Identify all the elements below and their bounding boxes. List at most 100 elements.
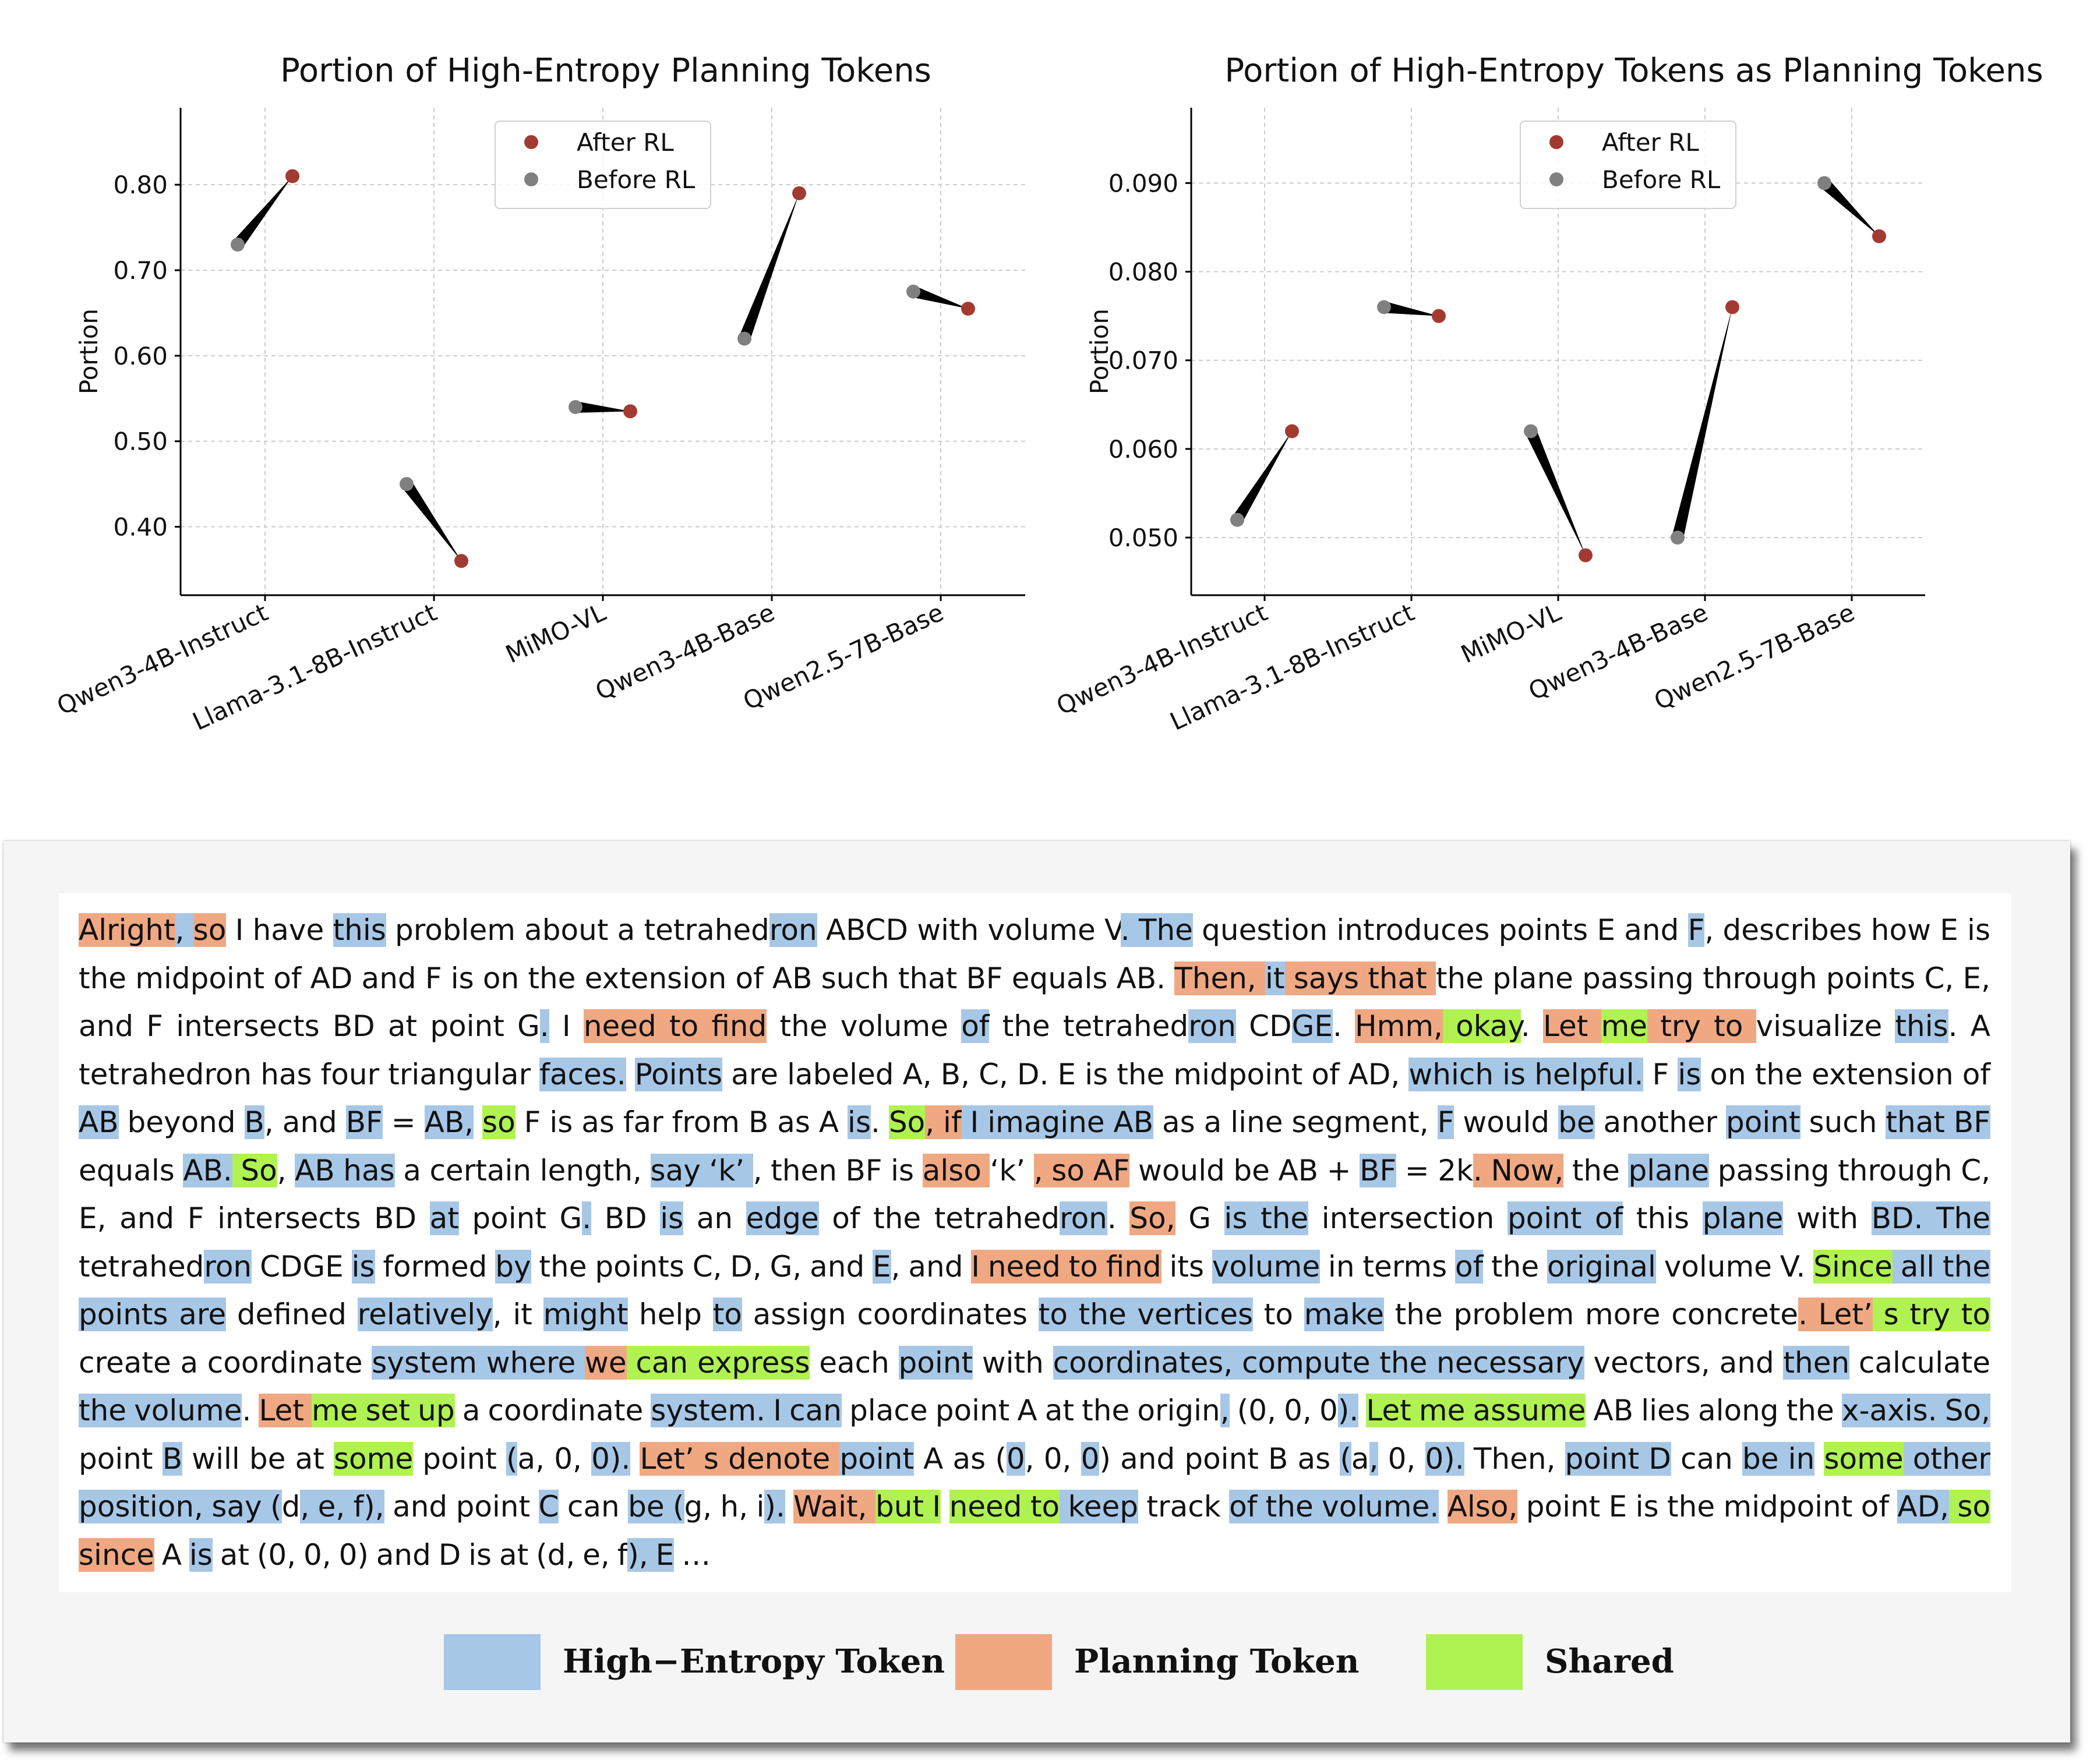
before-rl-point [737, 331, 751, 346]
token-high-entropy: be ( [628, 1490, 684, 1523]
token-high-entropy: of [961, 1009, 990, 1043]
token-plain: would be AB + [1129, 1153, 1360, 1187]
chart-2: 0.050 0.060 0.070 0.080 0.090 Portion Portion … [1052, 52, 2043, 736]
token-plain: ABCD with volume V [817, 913, 1121, 947]
token-plain: and point [384, 1490, 539, 1523]
token-planning: , if [925, 1105, 962, 1139]
chart-title: Portion of High-Entropy Tokens as Planni… [1224, 52, 2043, 90]
token-plain: place point A at the origin [841, 1394, 1220, 1427]
token-high-entropy: by [495, 1249, 531, 1284]
token-plain: a, 0, [517, 1441, 592, 1476]
token-high-entropy: system where [372, 1345, 585, 1380]
token-plain: … [674, 1537, 711, 1572]
token-high-entropy: which is helpful. [1408, 1057, 1644, 1091]
token-high-entropy: point of [1507, 1201, 1623, 1235]
legend-box [1520, 121, 1736, 209]
token-high-entropy: is [848, 1105, 871, 1139]
y-tick-label: 0.70 [113, 256, 168, 285]
token-planning: Then, [1174, 961, 1266, 995]
token-high-entropy: be [1558, 1105, 1595, 1139]
token-high-entropy: say ‘k’ [650, 1153, 753, 1187]
token-high-entropy: might [543, 1298, 629, 1331]
token-plain: = [382, 1105, 425, 1139]
after-rl-point [1872, 229, 1886, 243]
token-shared: okay [1442, 1009, 1521, 1043]
token-high-entropy: , [1369, 1441, 1379, 1476]
token-plain: passing through C, E, and F intersects B… [79, 1153, 1991, 1236]
token-high-entropy: ( [506, 1441, 518, 1476]
connector-wedge [1672, 307, 1732, 539]
token-plain: at (0, 0, 0) and D is at (d, e, f [212, 1537, 628, 1572]
token-shared: So [232, 1153, 277, 1187]
token-plain: point E is the midpoint of [1517, 1490, 1898, 1523]
legend-box [495, 121, 711, 209]
token-plain: CDGE [252, 1249, 352, 1284]
token-plain: , and [264, 1105, 346, 1139]
token-high-entropy: plane [1628, 1153, 1710, 1187]
before-rl-point [1230, 512, 1244, 527]
token-plain: , and [891, 1249, 972, 1284]
after-rl-point [285, 169, 299, 183]
connector-wedge [739, 193, 799, 341]
token-high-entropy: ron [204, 1249, 252, 1284]
token-planning: since [79, 1537, 154, 1572]
token-high-entropy: ( [1340, 1441, 1351, 1476]
token-planning: so [193, 913, 227, 947]
token-plain: a certain length, [394, 1153, 651, 1187]
token-high-entropy: AB, [424, 1105, 474, 1139]
legend-before-rl-label: Before RL [577, 165, 696, 194]
token-planning: Wait, [793, 1490, 875, 1523]
token-high-entropy: edge [746, 1201, 819, 1235]
connector-wedge [1525, 429, 1586, 556]
token-plain: , then BF is [753, 1153, 923, 1187]
token-plain: can [559, 1490, 629, 1523]
token-high-entropy: of [1455, 1249, 1484, 1284]
after-rl-point [1432, 309, 1446, 323]
token-high-entropy: it [1265, 961, 1285, 995]
y-axis-label: Portion [75, 309, 103, 394]
token-high-entropy: is [351, 1249, 375, 1284]
token-plain: a [1351, 1441, 1369, 1476]
before-rl-point [1671, 531, 1685, 545]
token-high-entropy: B [162, 1441, 182, 1476]
token-high-entropy: ron [1188, 1009, 1236, 1043]
token-high-entropy: , e, f), [300, 1490, 384, 1523]
token-shared: me set up [311, 1394, 455, 1427]
example-passage: Alright, so I have this problem about a … [79, 906, 1991, 1579]
token-plain: this [1623, 1201, 1703, 1235]
token-plain: equals [79, 1153, 183, 1187]
token-plain: I [549, 1009, 584, 1043]
token-high-entropy: be in [1742, 1441, 1815, 1476]
token-high-entropy: GE [1291, 1009, 1333, 1043]
token-high-entropy: volume [1212, 1249, 1321, 1284]
token-plain [474, 1105, 482, 1139]
token-plain: beyond [118, 1105, 245, 1139]
y-tick-label: 0.090 [1108, 169, 1178, 197]
token-plain: . [1107, 1201, 1130, 1235]
token-plain: AB lies along the [1586, 1394, 1842, 1427]
token-plain: BD [591, 1201, 661, 1235]
token-high-entropy: AD, [1897, 1490, 1949, 1523]
token-planning: need to find [583, 1009, 767, 1043]
token-plain: on the extension of [1701, 1057, 1991, 1091]
token-plain: help [628, 1298, 713, 1331]
connector-wedge [233, 176, 292, 249]
token-highlight-panel: Alright, so I have this problem about a … [3, 841, 2070, 1742]
token-plain: each [810, 1345, 899, 1380]
token-plain: point G [458, 1201, 582, 1235]
token-plain: , 0, [1025, 1441, 1081, 1476]
y-tick-label: 0.070 [1108, 347, 1178, 375]
token-shared: some [1824, 1441, 1904, 1476]
after-rl-point [623, 404, 637, 419]
y-tick-label: 0.060 [1108, 435, 1178, 464]
token-high-entropy: F [1687, 913, 1705, 947]
token-plain: such [1800, 1105, 1886, 1139]
x-tick-label: MiMO-VL [1456, 598, 1565, 669]
token-high-entropy: F [1437, 1105, 1454, 1139]
legend-swatch-planning [955, 1634, 1052, 1690]
token-high-entropy: , [175, 913, 193, 947]
token-plain: formed [375, 1249, 496, 1284]
after-rl-point [961, 302, 975, 316]
token-plain: create a coordinate [79, 1345, 372, 1380]
token-high-entropy: to the vertices [1038, 1298, 1254, 1331]
